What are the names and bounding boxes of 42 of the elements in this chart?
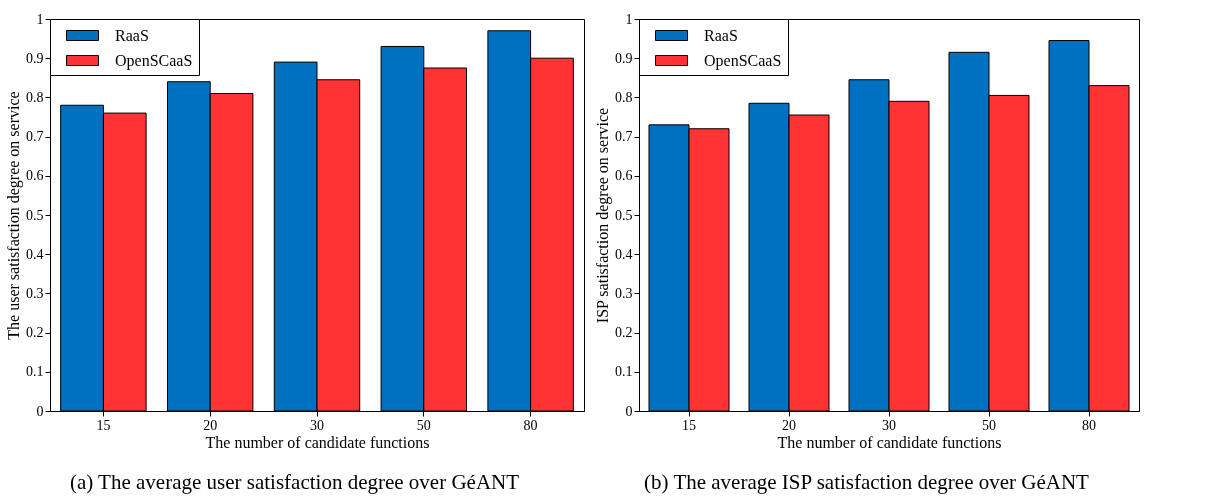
legend-label: OpenSCaaS [115, 51, 193, 70]
y-tick-label: 0.7 [615, 129, 633, 145]
legend-label: RaaS [704, 26, 738, 44]
y-tick-label: 0.3 [26, 285, 44, 301]
x-tick-label: 50 [416, 417, 431, 433]
x-tick-label: 20 [203, 417, 218, 433]
y-tick-label: 0.7 [26, 129, 44, 145]
y-tick-label: 0 [36, 403, 44, 419]
y-tick-label: 0 [625, 403, 633, 419]
y-tick-label: 1 [625, 11, 633, 27]
x-tick-label: 80 [1082, 417, 1096, 433]
legend-label: RaaS [115, 26, 149, 44]
x-tick-label: 15 [96, 417, 111, 433]
text: (b) The average ISP satisfaction degree over GéANT [644, 470, 1089, 495]
x-axis-title: The number of candidate functions [777, 433, 1002, 451]
y-tick-label: 0.3 [615, 285, 633, 301]
text: (a) The average user satisfaction degree over GéANT [69, 470, 520, 495]
y-tick-label: 0.6 [615, 168, 633, 184]
y-tick-label: 0.1 [615, 364, 633, 380]
x-tick-label: 80 [523, 417, 538, 433]
y-tick-label: 0.8 [26, 89, 44, 105]
x-tick-label: 30 [310, 417, 324, 433]
y-tick-label: 0.9 [26, 50, 44, 66]
x-axis-title: The number of candidate functions [205, 433, 430, 451]
y-axis-title: The user satisfaction degree on service [5, 91, 23, 340]
x-tick-label: 30 [882, 417, 896, 433]
x-tick-label: 15 [682, 417, 696, 433]
y-tick-label: 0.4 [615, 246, 633, 262]
y-tick-label: 0.2 [615, 325, 633, 341]
x-tick-label: 50 [982, 417, 996, 433]
y-tick-label: 0.8 [615, 89, 633, 105]
y-tick-label: 0.6 [26, 168, 44, 184]
y-tick-label: 0.4 [26, 246, 44, 262]
y-tick-label: 0.5 [26, 207, 44, 223]
x-tick-label: 20 [782, 417, 796, 433]
legend-label: OpenSCaaS [704, 51, 782, 70]
y-tick-label: 0.5 [615, 207, 633, 223]
y-axis-title: ISP satisfaction degree on service [594, 107, 612, 324]
y-tick-label: 0.2 [26, 325, 44, 341]
y-tick-label: 1 [36, 11, 44, 27]
y-tick-label: 0.9 [615, 50, 633, 66]
y-tick-label: 0.1 [26, 364, 44, 380]
